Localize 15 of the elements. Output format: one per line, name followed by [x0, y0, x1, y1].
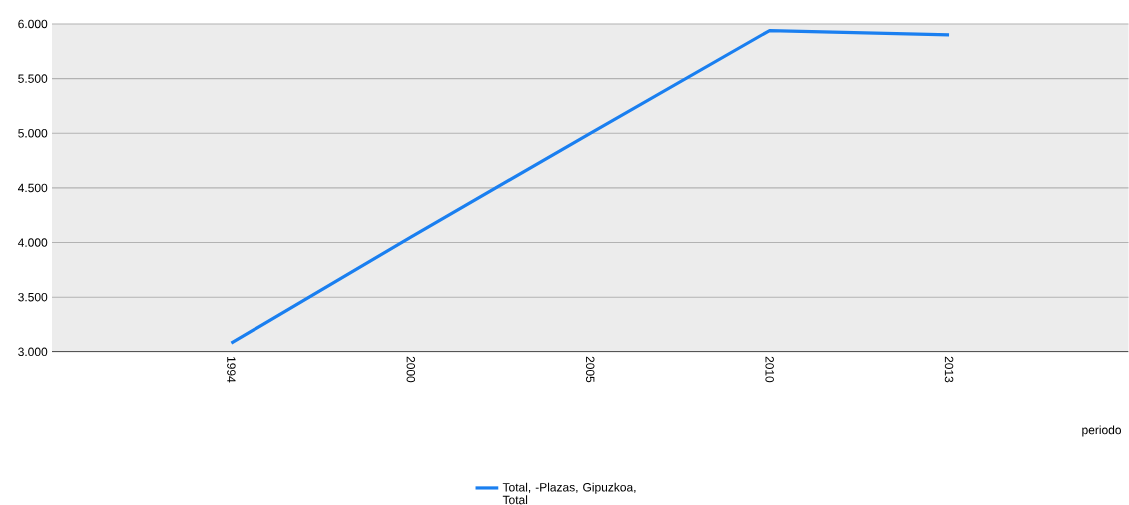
y-tick-label: 4.000 [17, 238, 48, 247]
x-axis-title: periodo [1082, 425, 1122, 437]
y-tick-label: 6.000 [18, 19, 48, 29]
y-tick-label: 3.000 [18, 347, 48, 357]
legend-label: Total, -Plazas, Gipuzkoa, Total [502, 482, 636, 505]
y-tick-label: 5.500 [18, 74, 48, 83]
x-tick-label: 2013 [944, 356, 954, 383]
x-tick-label: 1994 [227, 357, 236, 383]
x-tick-label: 2005 [585, 356, 595, 383]
line-series [229, 29, 951, 345]
y-tick-label: 3.500 [18, 293, 48, 302]
x-tick-label: 2000 [406, 356, 416, 383]
x-tick-label: 2010 [765, 356, 774, 383]
y-tick-label: 4.500 [17, 183, 48, 193]
y-tick-label: 5.000 [18, 129, 48, 138]
